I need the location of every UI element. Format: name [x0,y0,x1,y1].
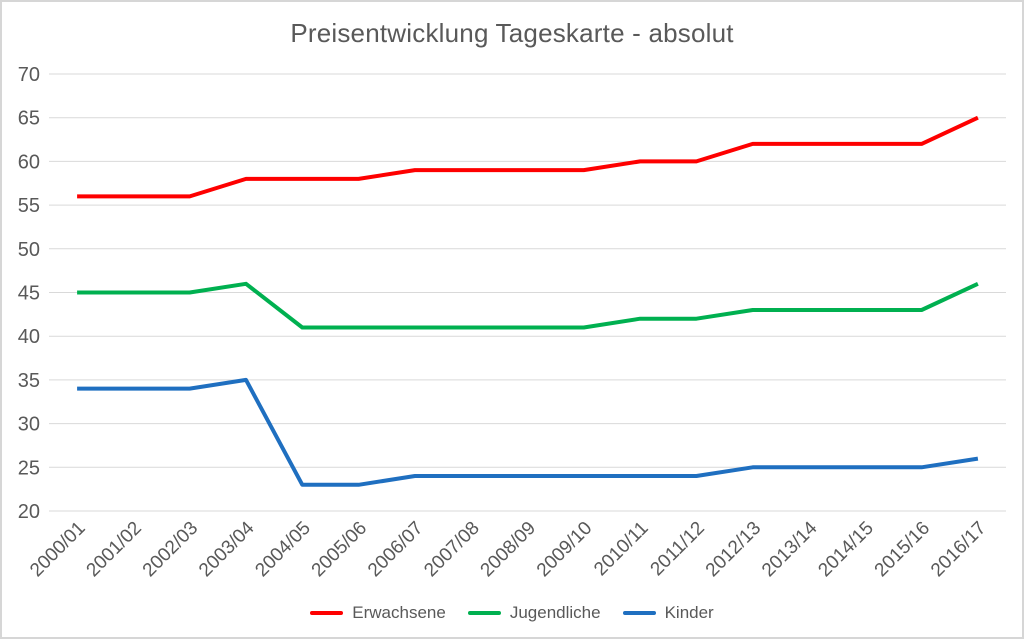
series-line-jugendliche [77,281,979,330]
y-axis-tick-label: 60 [18,151,40,173]
legend-label-kinder: Kinder [664,603,714,622]
legend-label-erwachsene: Erwachsene [352,603,446,622]
x-axis-tick-label: 2001/02 [83,518,146,581]
x-axis-tick-label: 2013/14 [758,517,822,581]
y-axis-tick-label: 50 [18,239,40,261]
x-axis-tick-label: 2006/07 [364,518,427,581]
x-axis-tick-label: 2003/04 [195,517,259,581]
x-axis-tick-label: 2016/17 [927,518,990,581]
y-axis-tick-label: 55 [18,195,40,217]
legend-item-jugendliche: Jugendliche [467,603,601,623]
legend-item-kinder: Kinder [622,603,714,623]
x-axis-tick-label: 2007/08 [420,518,483,581]
y-axis-tick-label: 70 [18,64,40,86]
legend-swatch-kinder [622,611,656,615]
series-line-kinder [77,377,979,487]
x-axis-tick-label: 2014/15 [814,518,877,581]
x-axis-tick-label: 2012/13 [702,518,765,581]
legend-label-jugendliche: Jugendliche [509,603,601,622]
x-axis-tick-label: 2015/16 [871,518,934,581]
x-axis-tick-label: 2008/09 [477,518,540,581]
x-axis-tick-label: 2004/05 [251,518,314,581]
chart-title: Preisentwicklung Tageskarte - absolut [290,18,734,48]
x-axis-tick-label: 2010/11 [590,518,652,580]
x-axis-tick-label: 2011/12 [647,518,709,580]
legend-item-erwachsene: Erwachsene [310,603,446,623]
y-axis-tick-label: 30 [18,414,40,436]
series-line-erwachsene [77,115,979,199]
legend: Erwachsene Jugendliche Kinder [2,603,1022,623]
x-axis-tick-label: 2009/10 [533,518,596,581]
y-axis-tick-label: 40 [18,326,40,348]
legend-swatch-erwachsene [310,611,344,615]
legend-swatch-jugendliche [467,611,501,615]
x-axis-tick-label: 2000/01 [26,518,89,581]
x-axis-tick-label: 2005/06 [308,518,371,581]
y-axis-tick-label: 45 [18,283,40,305]
y-axis-tick-label: 65 [18,108,40,130]
y-axis-tick-label: 20 [18,501,40,523]
y-axis-tick-label: 25 [18,457,40,479]
x-axis-tick-label: 2002/03 [139,518,202,581]
y-axis-tick-label: 35 [18,370,40,392]
